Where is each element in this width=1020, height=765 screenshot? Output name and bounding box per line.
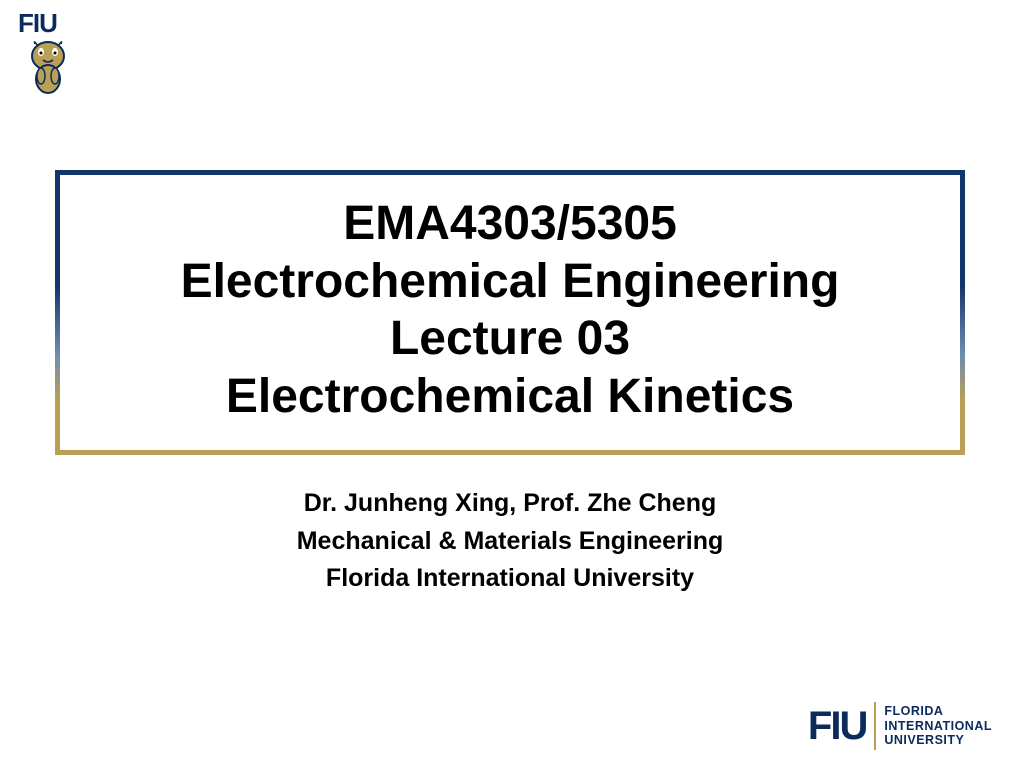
authors-block: Dr. Junheng Xing, Prof. Zhe Cheng Mechan… xyxy=(0,485,1020,598)
fiu-logo-bottom: FIU FLORIDA INTERNATIONAL UNIVERSITY xyxy=(808,702,992,750)
fiu-full-name: FLORIDA INTERNATIONAL UNIVERSITY xyxy=(884,704,992,747)
title-line-1: EMA4303/5305 xyxy=(80,195,940,253)
department-name: Mechanical & Materials Engineering xyxy=(0,523,1020,561)
university-name: Florida International University xyxy=(0,560,1020,598)
author-names: Dr. Junheng Xing, Prof. Zhe Cheng xyxy=(0,485,1020,523)
title-line-3: Lecture 03 xyxy=(80,310,940,368)
fiu-full-line-2: INTERNATIONAL xyxy=(884,719,992,733)
fiu-logo-top: FIU xyxy=(18,8,88,98)
title-box: EMA4303/5305 Electrochemical Engineering… xyxy=(55,170,965,455)
title-line-2: Electrochemical Engineering xyxy=(80,253,940,311)
panther-mascot-icon xyxy=(23,34,73,94)
title-line-4: Electrochemical Kinetics xyxy=(80,368,940,426)
fiu-full-line-3: UNIVERSITY xyxy=(884,733,992,747)
fiu-full-line-1: FLORIDA xyxy=(884,704,992,718)
logo-divider xyxy=(874,702,876,750)
fiu-abbrev: FIU xyxy=(808,704,866,749)
